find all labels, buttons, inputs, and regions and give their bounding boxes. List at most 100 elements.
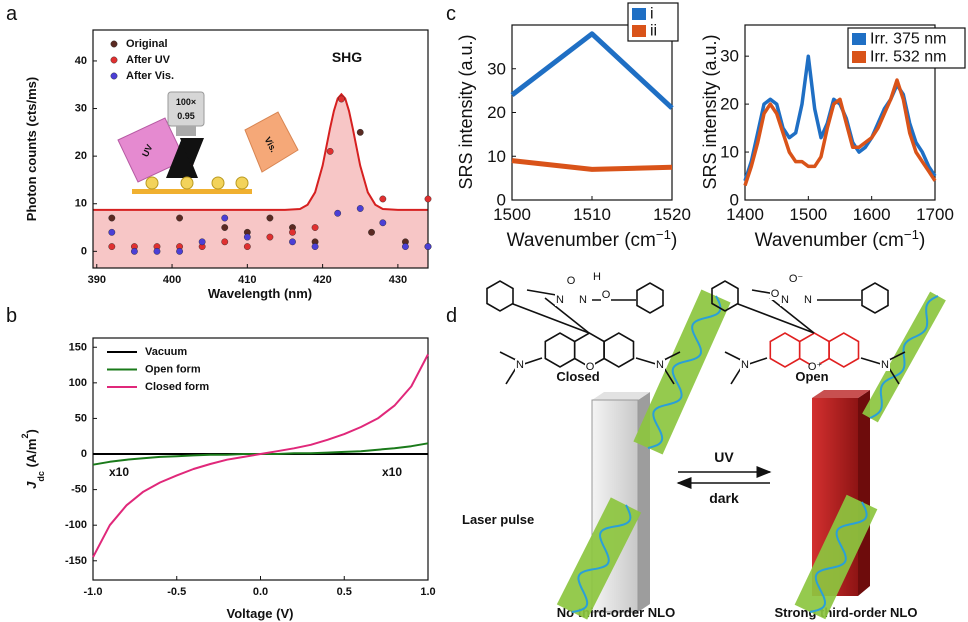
scatter-point [289,239,295,245]
ring [545,333,574,367]
nlo-schematic: UV dark Laser pulse No third-order NLO S… [462,271,938,620]
y-tick-label: 20 [720,95,739,114]
atom-label: N [804,294,812,306]
legend-label: Irr. 375 nm [870,31,946,48]
scatter-point [289,229,295,235]
forward-label: UV [714,449,734,465]
legend-marker [111,57,117,63]
scatter-point [327,148,333,154]
ring [770,333,799,367]
series-line [512,34,672,108]
x-tick-label: 0.5 [337,586,352,598]
scatter-point [244,234,250,240]
label-part: −1 [656,227,671,242]
backward-label: dark [709,490,739,506]
scatter-point [222,215,228,221]
scatter-point [402,243,408,249]
panel-label: b [6,305,17,327]
annotation: SHG [332,49,362,65]
atom-label: N [781,294,789,306]
annotation: x10 [382,465,402,479]
x-tick-label: 1520 [653,205,691,224]
scatter-point [368,229,374,235]
plot-frame [512,25,672,200]
bond [725,352,741,360]
bond [513,304,589,333]
series-line [745,80,935,186]
atom-label: O⁻ [789,273,804,285]
ring [604,333,633,367]
bond [506,368,516,384]
x-tick-label: 420 [313,274,331,286]
y-tick-label: 10 [720,143,739,162]
x-tick-label: 1600 [853,205,891,224]
scatter-point [176,248,182,254]
ring [487,281,513,311]
y-tick-label: 30 [75,103,87,115]
label-part: (A/m [24,439,39,472]
legend-label: ii [650,23,657,40]
scatter-point [357,205,363,211]
atom-label: N [656,359,664,371]
x-axis-label: Wavenumber (cm−1) [507,227,678,251]
ring [829,333,858,367]
x-tick-label: 410 [238,274,256,286]
legend-label: i [650,6,654,23]
y-tick-label: 20 [487,103,506,122]
y-tick-label: 10 [75,198,87,210]
scatter-point [312,243,318,249]
y-tick-label: 100 [69,377,87,389]
scatter-point [154,248,160,254]
y-tick-label: 50 [75,412,87,424]
bond [500,352,516,360]
label-part: ) [671,230,677,251]
fit-area [93,94,428,268]
inset-label: 100× [176,97,196,107]
atom-label: O [602,289,611,301]
scatter-point [109,243,115,249]
y-axis-label: SRS intensity (a.u.) [700,34,720,189]
scatter-point [176,215,182,221]
scatter-point [109,229,115,235]
ring [637,283,663,313]
y-tick-label: 0 [730,191,739,210]
scatter-point [338,96,344,102]
y-tick-label: 0 [497,191,506,210]
legend-swatch [632,8,646,20]
legend-label: Open form [145,364,201,376]
x-tick-label: 1510 [573,205,611,224]
y-tick-label: -50 [71,484,87,496]
atom-label: N [556,294,564,306]
atom-label: N [881,359,889,371]
bond [524,358,542,364]
label-part: ) [24,429,39,433]
x-tick-label: 430 [389,274,407,286]
y-axis-label: Photon counts (cts/ms) [24,77,39,221]
series-line [93,354,428,557]
scatter-point [357,129,363,135]
x-tick-label: 0.0 [253,586,268,598]
label-part: −1 [904,227,919,242]
scatter-point [380,196,386,202]
legend-marker [111,73,117,79]
x-axis-label: Voltage (V) [227,606,294,621]
atom-label: N [516,359,524,371]
x-axis-label: Wavelength (nm) [208,286,312,301]
atom-label: O [586,361,595,373]
atom-label: N [579,294,587,306]
y-axis-label: SRS intensity (a.u.) [456,34,476,189]
y-tick-label: 10 [487,147,506,166]
state-label: Strong third-order NLO [775,605,918,620]
annotation: x10 [109,465,129,479]
legend-label: After Vis. [126,70,174,82]
scatter-point [267,215,273,221]
inset-label: 0.95 [177,111,195,121]
label-part: dc [36,471,46,482]
panel-label: d [446,305,457,327]
panel-label: a [6,3,18,25]
atom-label: O [771,288,780,300]
y-tick-label: -100 [65,519,87,531]
bond [861,358,881,364]
atom-label: O [567,275,576,287]
bond [738,304,814,333]
